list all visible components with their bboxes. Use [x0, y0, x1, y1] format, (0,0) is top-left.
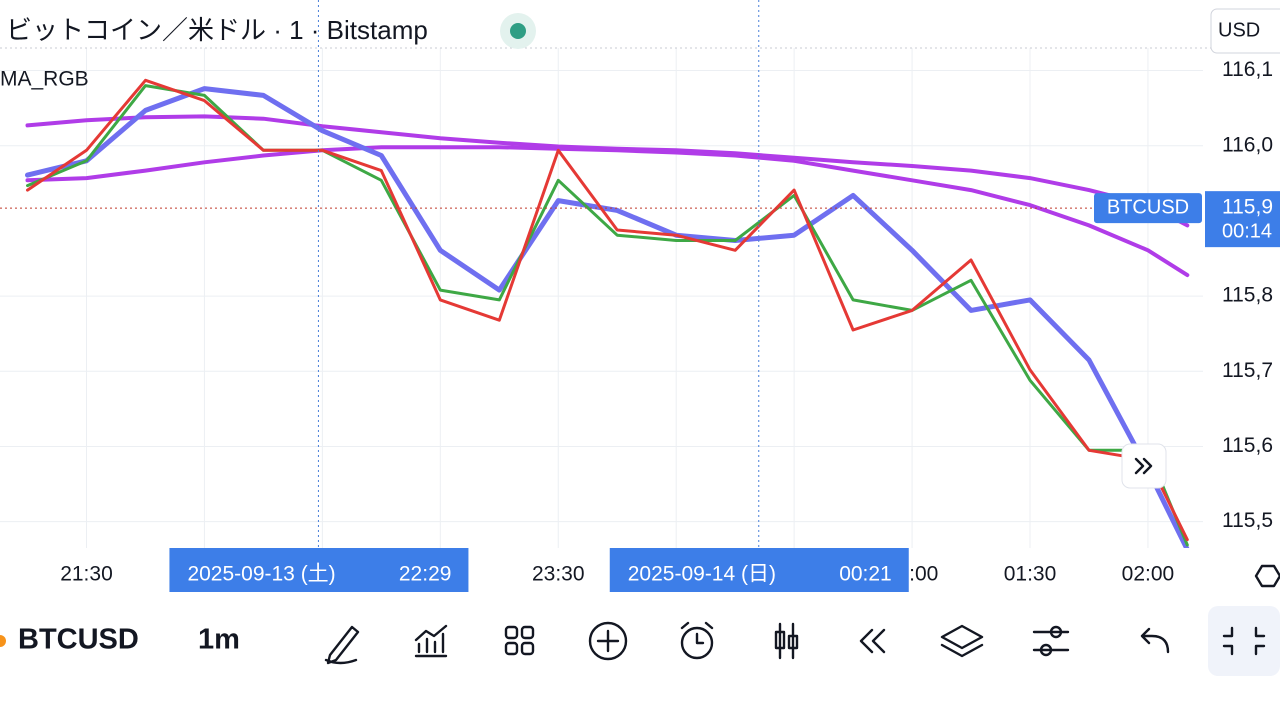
y-tick-label: 116,1 [1222, 58, 1273, 81]
crosshair-date: 2025-09-13 (土) [187, 563, 335, 586]
y-tick-label: 115,6 [1222, 434, 1273, 457]
settings-tool[interactable] [1032, 625, 1070, 657]
x-tick-label: 01:30 [1004, 563, 1057, 586]
crosshair-label-bg [169, 548, 469, 592]
symbol-tag-bg [1094, 193, 1202, 224]
ma-line [25, 86, 1190, 548]
toolbar-symbol[interactable]: BTCUSD [18, 624, 139, 656]
countdown: 00:14 [1222, 220, 1272, 242]
indicators-tool[interactable] [414, 624, 448, 658]
y-tick-label: 115,8 [1222, 284, 1273, 307]
price-tag: 115,9 [1222, 196, 1273, 219]
crosshair-label-bg [609, 548, 909, 592]
currency-box[interactable] [1210, 8, 1280, 54]
currency: USD [1218, 19, 1260, 41]
status-dot [510, 23, 526, 39]
symbol-tag: BTCUSD [1107, 196, 1189, 218]
toolbar-interval[interactable]: 1m [198, 624, 240, 656]
crosshair-date: 2025-09-14 (日) [628, 563, 776, 586]
x-tick-label: 02:00 [1122, 563, 1175, 586]
fullscreen-exit-icon [1222, 626, 1266, 656]
symbol-title: ビットコイン／米ドル · 1 · Bitstamp [6, 15, 428, 45]
fullscreen-exit-button[interactable] [1208, 606, 1280, 676]
ma-line [26, 78, 1189, 542]
y-tick-label: 116,0 [1222, 133, 1273, 156]
price-tag-bg [1205, 191, 1280, 248]
axis-settings[interactable] [1254, 564, 1280, 588]
crosshair-time: 22:29 [399, 563, 452, 586]
symbol-icon [0, 635, 6, 647]
indicator-label: MA_RGB [0, 68, 89, 91]
add-tool[interactable] [588, 621, 628, 661]
replay-tool[interactable] [859, 628, 886, 654]
draw-tool[interactable] [324, 625, 360, 665]
undo-tool[interactable] [1140, 627, 1170, 654]
y-tick-label: 115,5 [1222, 509, 1273, 532]
crosshair-time: 00:21 [839, 563, 892, 586]
bar-style-tool[interactable] [774, 622, 799, 660]
scroll-icon [1134, 457, 1153, 475]
ma-line [26, 84, 1189, 547]
alert-tool[interactable] [680, 621, 714, 660]
toolbar [0, 600, 1280, 720]
layers-tool[interactable] [940, 624, 984, 658]
x-tick-label: 23:30 [532, 563, 585, 586]
x-tick-label: 21:30 [60, 563, 113, 586]
layout-tool[interactable] [504, 625, 535, 656]
ma-line [25, 145, 1190, 278]
y-tick-label: 115,7 [1222, 359, 1273, 382]
